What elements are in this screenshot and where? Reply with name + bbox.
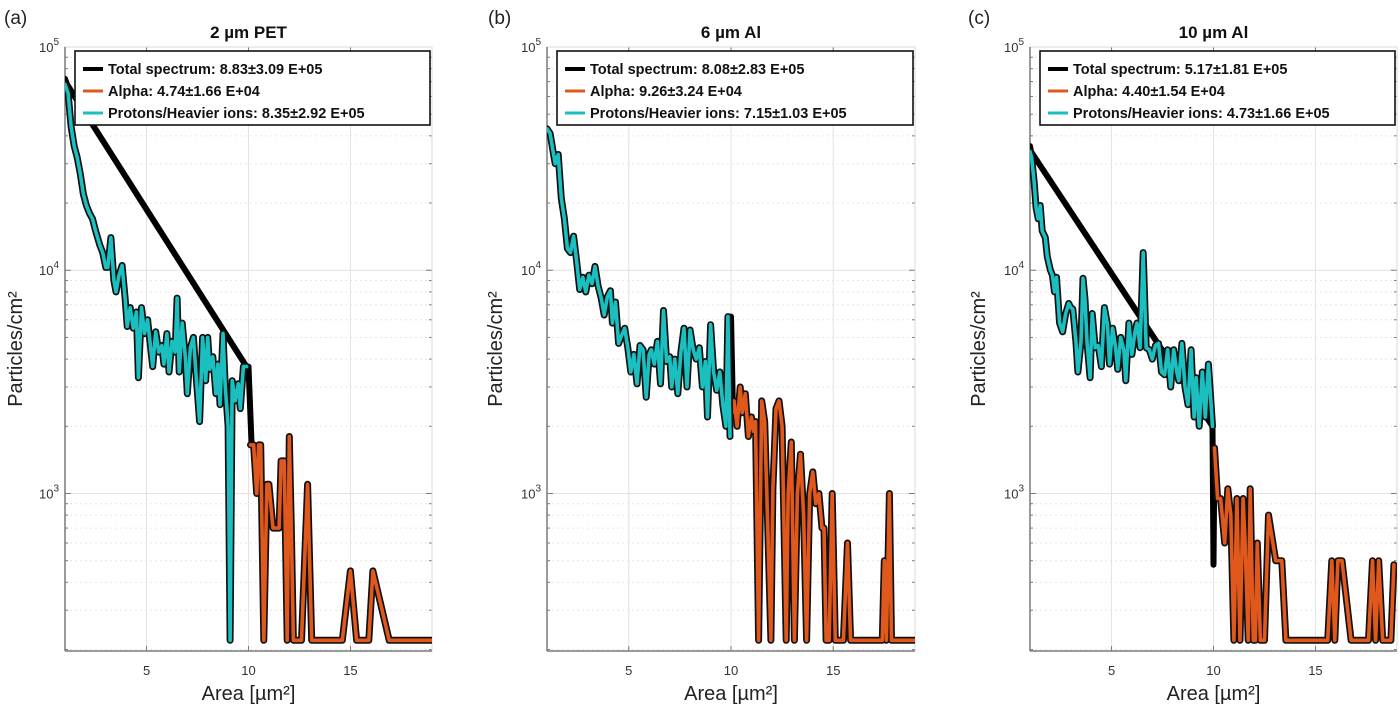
x-tick-label: 10 <box>1206 663 1220 678</box>
series-line-protons <box>65 82 249 643</box>
legend-label-alpha: Alpha: 4.40±1.54 E+04 <box>1073 84 1225 100</box>
grid <box>65 46 432 651</box>
x-axis-label: Area [µm²] <box>202 683 296 705</box>
y-tick-label: 104 <box>1004 260 1024 278</box>
x-tick-label: 10 <box>241 663 255 678</box>
y-tick-label: 104 <box>39 260 59 278</box>
panel-b: (b) 6 µm Al 5 10 15 103 104 105 Area [µm²] Partic… <box>485 8 916 705</box>
series-outline-protons <box>65 80 250 644</box>
y-tick-label: 104 <box>521 260 541 278</box>
x-axis-label: Area [µm²] <box>1167 683 1261 705</box>
series-group <box>547 125 915 644</box>
legend-box <box>556 50 914 126</box>
x-tick-label: 5 <box>1108 663 1115 678</box>
panel-title: 2 µm PET <box>210 23 287 42</box>
legend-box <box>1039 50 1396 126</box>
y-tick-label: 103 <box>521 483 541 501</box>
legend: Total spectrum: 5.17±1.81 E+05 Alpha: 4.4… <box>1039 50 1396 126</box>
y-axis-label: Particles/cm² <box>485 291 507 407</box>
series-group <box>1030 143 1397 644</box>
y-tick-label: 105 <box>521 37 541 55</box>
x-axis-label: Area [µm²] <box>684 683 778 705</box>
x-tick-label: 10 <box>724 663 738 678</box>
panel-title: 10 µm Al <box>1179 23 1249 42</box>
x-tick-label: 5 <box>625 663 632 678</box>
y-tick-label: 105 <box>1004 37 1024 55</box>
legend-label-protons: Protons/Heavier ions: 4.73±1.66 E+05 <box>1073 106 1330 122</box>
panel-letter: (a) <box>4 8 27 29</box>
legend-label-protons: Protons/Heavier ions: 8.35±2.92 E+05 <box>108 106 365 122</box>
panel-a: (a) 2 µm PET 5 10 15 103 104 105 Area [µm²] Parti… <box>4 8 433 705</box>
legend-box <box>74 50 431 126</box>
legend-label-total: Total spectrum: 5.17±1.81 E+05 <box>1073 62 1287 78</box>
legend: Total spectrum: 8.83±3.09 E+05 Alpha: 4.7… <box>74 50 431 126</box>
series-group <box>65 75 432 644</box>
panel-letter: (b) <box>488 8 511 29</box>
y-tick-label: 103 <box>39 483 59 501</box>
y-axis-label: Particles/cm² <box>968 291 990 407</box>
legend: Total spectrum: 8.08±2.83 E+05 Alpha: 9.2… <box>556 50 914 126</box>
panel-letter: (c) <box>968 8 990 29</box>
panel-c: (c) 10 µm Al 5 10 15 103 104 105 Area [µm²] Parti… <box>968 8 1398 705</box>
series-line-alpha <box>1212 446 1396 643</box>
legend-label-alpha: Alpha: 9.26±3.24 E+04 <box>590 84 742 100</box>
x-tick-label: 15 <box>343 663 357 678</box>
legend-label-protons: Protons/Heavier ions: 7.15±1.03 E+05 <box>590 106 847 122</box>
series-line-protons <box>1030 149 1215 429</box>
x-tick-label: 5 <box>143 663 150 678</box>
series-outline-protons <box>547 125 734 440</box>
y-tick-label: 105 <box>39 37 59 55</box>
panel-title: 6 µm Al <box>701 23 761 42</box>
x-tick-label: 15 <box>826 663 840 678</box>
series-line-protons <box>547 127 732 439</box>
legend-label-total: Total spectrum: 8.08±2.83 E+05 <box>590 62 804 78</box>
series-line-alpha <box>248 434 432 643</box>
y-tick-label: 103 <box>1004 483 1024 501</box>
legend-label-total: Total spectrum: 8.83±3.09 E+05 <box>108 62 322 78</box>
y-axis-label: Particles/cm² <box>5 291 27 407</box>
series-line-alpha <box>730 385 915 643</box>
legend-label-alpha: Alpha: 4.74±1.66 E+04 <box>108 84 260 100</box>
x-tick-label: 15 <box>1308 663 1322 678</box>
